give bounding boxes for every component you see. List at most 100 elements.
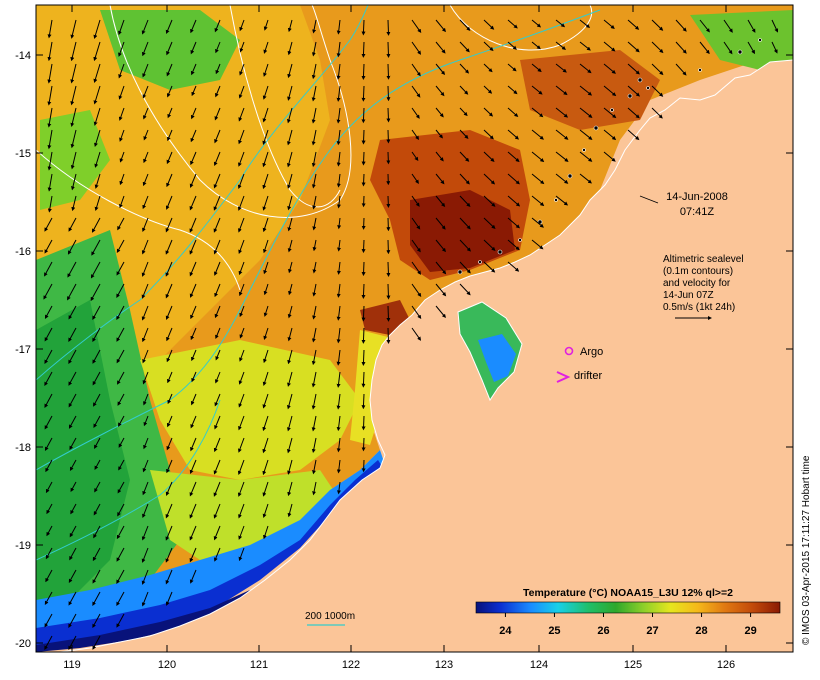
velocity-arrow <box>579 107 593 118</box>
latitude-tick-label: -19 <box>15 540 31 552</box>
velocity-arrow <box>336 151 341 167</box>
velocity-arrow <box>386 41 391 58</box>
velocity-arrow <box>651 41 664 54</box>
velocity-arrow <box>238 239 245 254</box>
longitude-tick-label: 125 <box>624 659 642 671</box>
velocity-arrow <box>361 305 366 322</box>
velocity-arrow <box>435 85 445 97</box>
velocity-arrow <box>191 85 197 97</box>
velocity-arrow <box>286 393 293 410</box>
velocity-arrow <box>483 19 495 30</box>
velocity-arrow <box>93 107 101 126</box>
velocity-arrow <box>411 239 421 253</box>
velocity-arrow <box>699 19 710 33</box>
velocity-arrow <box>166 349 173 363</box>
velocity-arrow <box>215 41 221 54</box>
velocity-arrow <box>435 239 446 253</box>
velocity-arrow <box>70 151 77 170</box>
velocity-arrow <box>287 459 293 475</box>
velocity-arrow <box>43 283 53 300</box>
velocity-arrow <box>165 481 173 496</box>
velocity-arrow <box>238 415 245 431</box>
longitude-tick-label: 120 <box>158 659 176 671</box>
velocity-arrow <box>262 481 269 497</box>
velocity-arrow <box>411 283 422 298</box>
velocity-arrow <box>46 525 53 537</box>
velocity-arrow <box>312 459 317 475</box>
velocity-arrow <box>215 85 221 98</box>
argo-marker-icon <box>564 346 574 356</box>
velocity-arrow <box>312 283 317 297</box>
velocity-arrow <box>459 217 471 230</box>
velocity-arrow <box>93 503 101 516</box>
velocity-arrow <box>238 107 245 122</box>
velocity-arrow <box>312 481 317 496</box>
velocity-arrow <box>70 41 77 62</box>
velocity-arrow <box>141 239 149 255</box>
velocity-arrow <box>459 41 470 53</box>
velocity-arrow <box>166 63 173 77</box>
velocity-arrow <box>190 63 197 76</box>
velocity-arrow <box>239 19 245 32</box>
velocity-arrow <box>507 261 520 272</box>
velocity-arrow <box>142 63 149 78</box>
velocity-arrow <box>287 19 293 33</box>
velocity-arrow <box>118 107 125 121</box>
velocity-arrow <box>263 525 269 540</box>
velocity-arrow <box>166 437 173 451</box>
velocity-arrow <box>47 63 53 84</box>
velocity-arrow <box>189 261 197 277</box>
velocity-arrow <box>143 393 149 406</box>
velocity-arrow <box>191 349 197 362</box>
velocity-arrow <box>287 173 293 189</box>
velocity-arrow <box>190 41 197 55</box>
latitude-tick-label: -16 <box>15 246 31 258</box>
velocity-arrow <box>555 129 569 140</box>
drifter-marker-icon <box>556 371 571 383</box>
velocity-arrow <box>263 283 269 296</box>
velocity-arrow <box>92 349 101 364</box>
velocity-arrow <box>165 591 173 606</box>
velocity-arrow <box>288 261 293 274</box>
velocity-arrow <box>90 261 101 279</box>
velocity-arrow <box>411 107 420 119</box>
velocity-arrow <box>311 85 317 102</box>
velocity-arrow <box>143 151 149 164</box>
velocity-arrow <box>116 261 125 276</box>
velocity-arrow <box>435 19 446 33</box>
land-mass <box>59 59 793 652</box>
velocity-arrow <box>435 217 446 230</box>
velocity-arrow <box>189 569 197 584</box>
velocity-arrow <box>361 41 366 58</box>
velocity-arrow <box>117 371 125 385</box>
velocity-arrow <box>165 239 173 255</box>
velocity-arrow <box>237 459 245 475</box>
velocity-arrow <box>531 85 543 95</box>
velocity-arrow <box>47 107 53 128</box>
velocity-arrow <box>361 63 366 80</box>
longitude-tick-label: 121 <box>250 659 268 671</box>
velocity-arrow <box>579 173 592 184</box>
velocity-arrow <box>67 239 77 255</box>
velocity-arrow <box>336 107 341 124</box>
velocity-arrow <box>311 371 317 388</box>
latitude-tick-label: -17 <box>15 344 31 356</box>
velocity-arrow <box>44 613 53 628</box>
velocity-arrow <box>386 305 391 322</box>
velocity-arrow <box>238 217 245 233</box>
altimetry-line-4: 14-Jun 07Z <box>663 290 714 301</box>
velocity-arrow <box>44 327 53 342</box>
velocity-arrow <box>579 41 591 51</box>
velocity-arrow <box>118 63 125 79</box>
altimetry-line-5: 0.5m/s (1kt 24h) <box>663 302 735 313</box>
velocity-arrow <box>69 547 77 561</box>
velocity-arrow <box>411 129 420 141</box>
velocity-arrow <box>336 173 341 188</box>
velocity-arrow <box>238 547 245 562</box>
velocity-arrow <box>68 393 77 408</box>
velocity-arrow <box>238 525 245 540</box>
velocity-arrow <box>117 503 125 517</box>
velocity-arrow <box>189 195 197 211</box>
velocity-arrow <box>141 19 149 35</box>
velocity-arrow <box>190 151 197 166</box>
